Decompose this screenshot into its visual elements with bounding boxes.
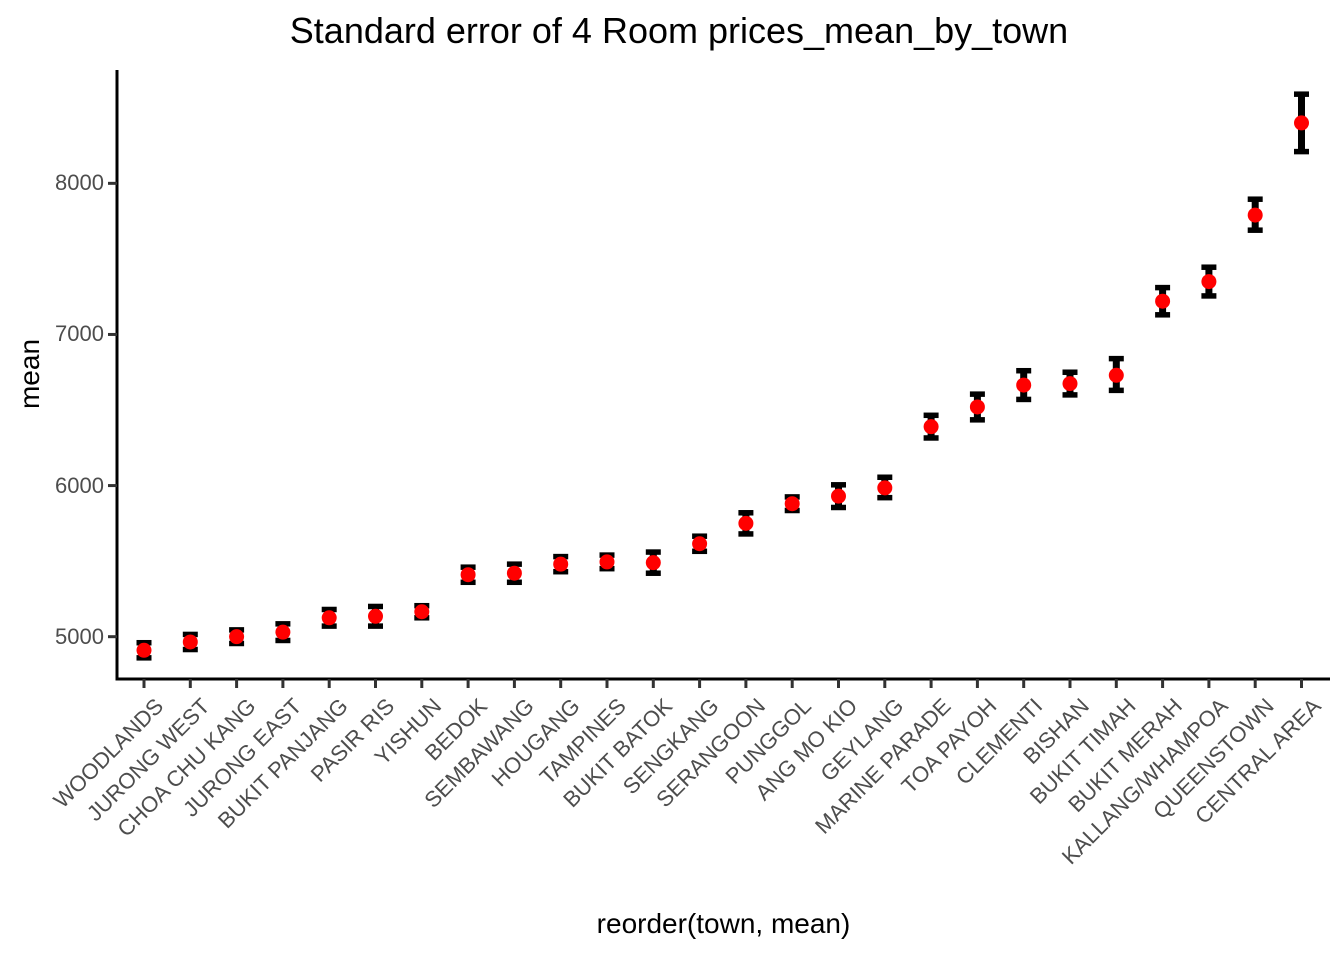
- y-tick-label: 6000: [55, 472, 104, 498]
- chart-title: Standard error of 4 Room prices_mean_by_…: [289, 10, 1069, 51]
- y-tick-label: 8000: [55, 170, 104, 196]
- data-point: [553, 556, 569, 572]
- data-point: [831, 488, 846, 504]
- data-point: [645, 555, 661, 571]
- data-point: [969, 399, 985, 415]
- data-point: [1294, 115, 1309, 131]
- data-point: [506, 565, 522, 581]
- data-point: [321, 610, 337, 626]
- data-point: [599, 554, 615, 570]
- data-point: [1247, 207, 1263, 223]
- data-point: [1062, 376, 1078, 392]
- data-point: [460, 567, 476, 583]
- data-point: [136, 642, 152, 658]
- x-axis-title: reorder(town, mean): [596, 908, 851, 939]
- data-point: [692, 536, 708, 552]
- data-point: [414, 604, 430, 620]
- data-point: [1155, 293, 1171, 309]
- data-point: [738, 515, 754, 531]
- data-point: [275, 624, 291, 640]
- y-tick-label: 7000: [55, 321, 104, 347]
- data-point: [1016, 377, 1032, 393]
- data-point: [229, 629, 245, 645]
- data-point: [182, 634, 198, 650]
- data-point: [1108, 367, 1124, 383]
- data-point: [784, 496, 800, 512]
- data-point: [877, 480, 893, 496]
- y-tick-label: 5000: [55, 623, 104, 649]
- data-point: [923, 419, 939, 435]
- data-point: [1201, 274, 1217, 290]
- data-point: [368, 608, 383, 624]
